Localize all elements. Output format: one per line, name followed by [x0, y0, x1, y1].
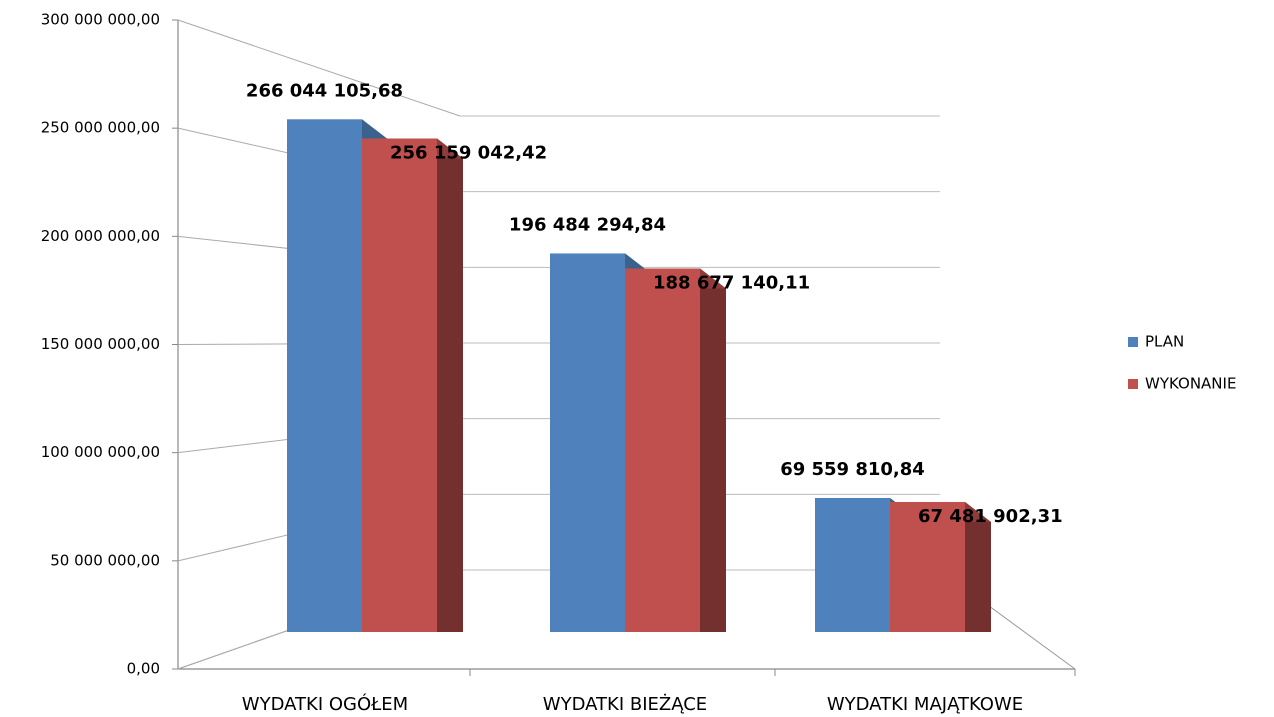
bar-side [700, 268, 726, 632]
data-label: 196 484 294,84 [509, 214, 666, 235]
x-tick-label: WYDATKI OGÓŁEM [242, 693, 408, 715]
legend-label: PLAN [1145, 333, 1184, 351]
data-label: 188 677 140,11 [653, 272, 810, 293]
legend-swatch [1128, 379, 1138, 389]
bar-side [437, 138, 463, 632]
data-label: 266 044 105,68 [246, 80, 403, 101]
bar [625, 268, 700, 632]
y-tick-label: 300 000 000,00 [41, 11, 160, 29]
bar [550, 253, 625, 633]
x-tick-label: WYDATKI MAJĄTKOWE [827, 694, 1023, 715]
bar [815, 497, 890, 632]
bar [362, 138, 437, 632]
y-tick-label: 200 000 000,00 [41, 227, 160, 245]
legend-swatch [1128, 337, 1138, 347]
side-grid-line [177, 19, 461, 117]
bar [890, 501, 965, 632]
bar-side [965, 501, 991, 632]
data-label: 67 481 902,31 [918, 506, 1063, 527]
data-label: 256 159 042,42 [390, 142, 547, 163]
y-tick-label: 0,00 [127, 660, 160, 678]
y-tick-label: 50 000 000,00 [50, 551, 160, 569]
bar [287, 119, 362, 632]
legend-label: WYKONANIE [1145, 375, 1236, 393]
data-label: 69 559 810,84 [780, 459, 925, 480]
y-tick-label: 150 000 000,00 [41, 335, 160, 353]
y-tick-label: 100 000 000,00 [41, 443, 160, 461]
y-tick-label: 250 000 000,00 [41, 119, 160, 137]
x-tick-label: WYDATKI BIEŻĄCE [543, 694, 707, 715]
